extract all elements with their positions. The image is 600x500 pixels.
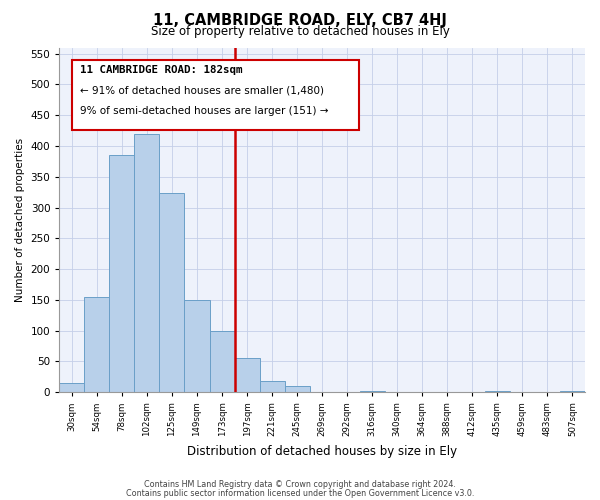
Y-axis label: Number of detached properties: Number of detached properties [15,138,25,302]
Text: Contains public sector information licensed under the Open Government Licence v3: Contains public sector information licen… [126,490,474,498]
Bar [235,358,260,392]
Bar [284,386,310,392]
Bar [85,297,109,392]
Bar [260,381,284,392]
Bar [59,383,85,392]
Bar [134,134,160,392]
Bar [184,300,209,392]
Bar [360,391,385,392]
Text: 9% of semi-detached houses are larger (151) →: 9% of semi-detached houses are larger (1… [80,106,329,116]
Text: 11, CAMBRIDGE ROAD, ELY, CB7 4HJ: 11, CAMBRIDGE ROAD, ELY, CB7 4HJ [153,12,447,28]
Text: Size of property relative to detached houses in Ely: Size of property relative to detached ho… [151,25,449,38]
FancyBboxPatch shape [73,60,359,130]
Bar [160,194,184,392]
Text: 11 CAMBRIDGE ROAD: 182sqm: 11 CAMBRIDGE ROAD: 182sqm [80,64,243,74]
Bar [560,391,585,392]
Bar [209,330,235,392]
X-axis label: Distribution of detached houses by size in Ely: Distribution of detached houses by size … [187,444,457,458]
Text: ← 91% of detached houses are smaller (1,480): ← 91% of detached houses are smaller (1,… [80,86,325,96]
Bar [485,391,510,392]
Text: Contains HM Land Registry data © Crown copyright and database right 2024.: Contains HM Land Registry data © Crown c… [144,480,456,489]
Bar [109,155,134,392]
